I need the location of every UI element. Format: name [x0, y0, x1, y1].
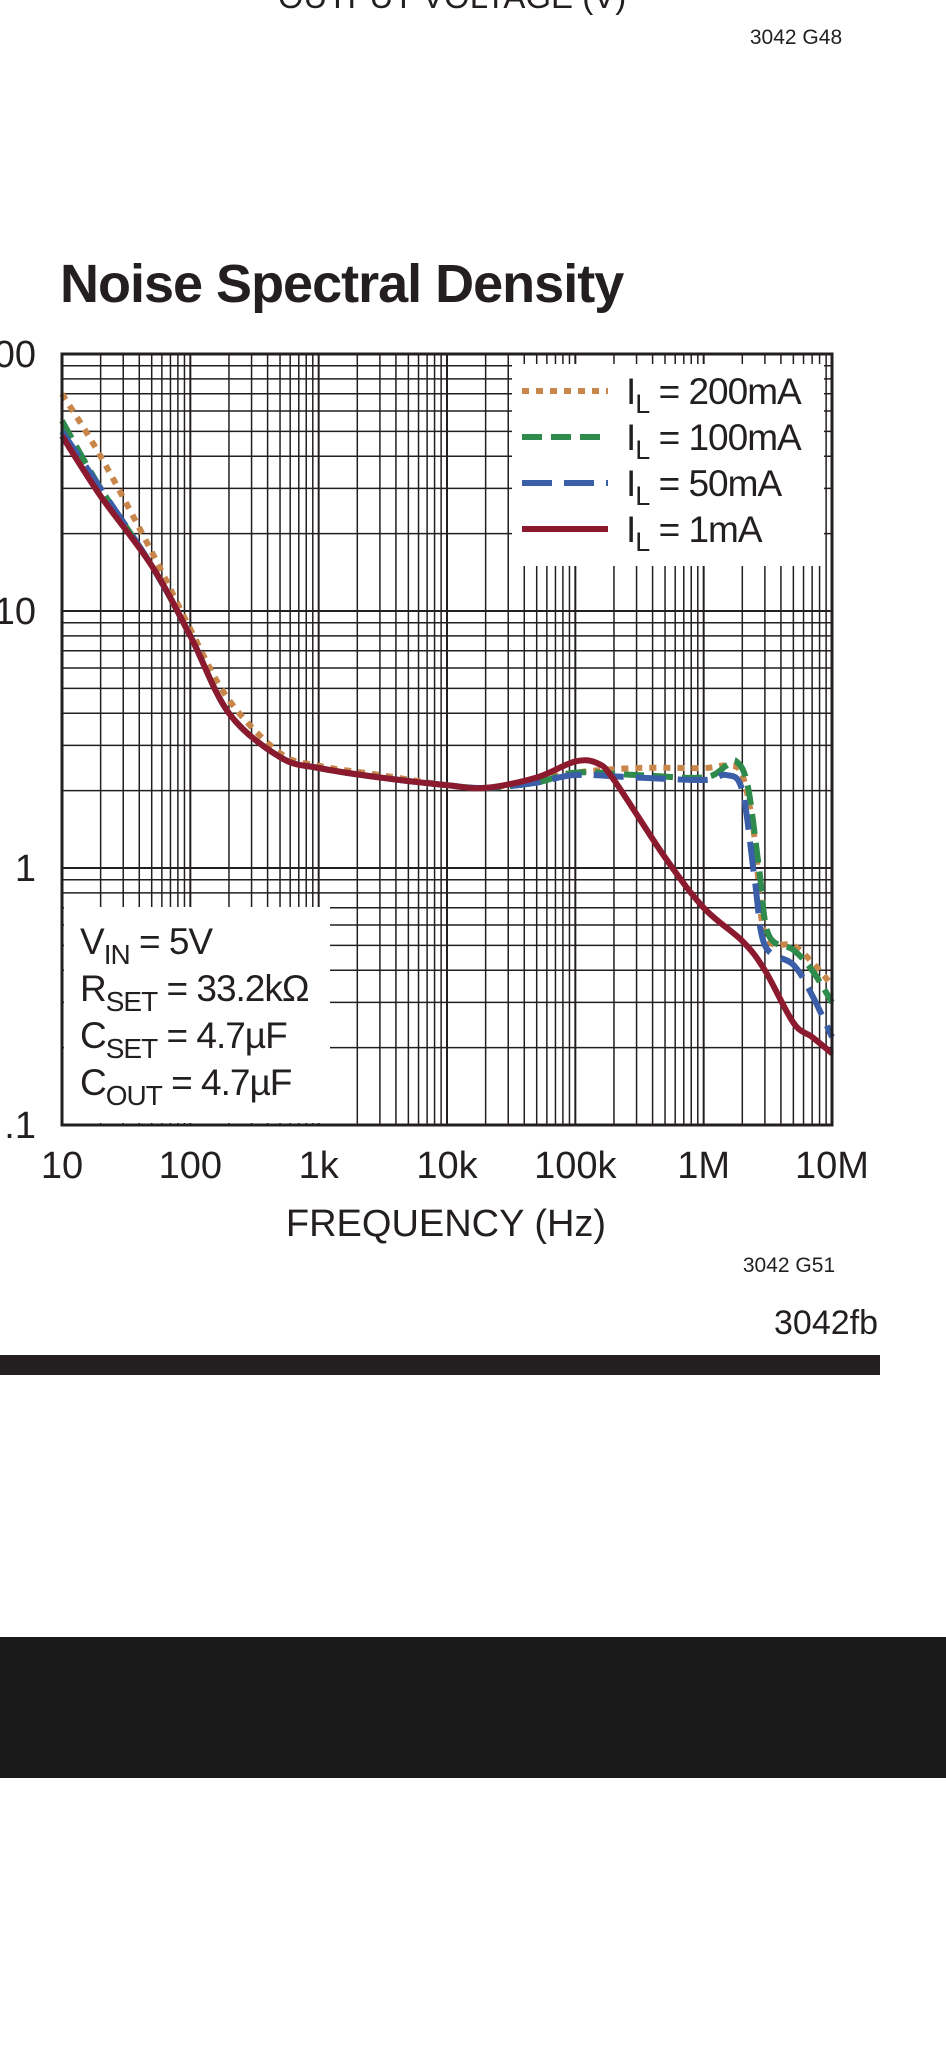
condition-line-4: COUT = 4.7µF [80, 1062, 292, 1111]
legend-background [512, 364, 824, 566]
legend-label-2: IL = 100mA [626, 417, 802, 465]
x-tick-label: 100 [159, 1145, 222, 1187]
x-tick-label: 10k [416, 1145, 478, 1187]
series-line-4 [59, 434, 834, 1056]
legend-label-4: IL = 1mA [626, 509, 763, 557]
y-tick-label: 00 [0, 334, 36, 376]
series-line-3 [59, 429, 835, 1039]
previous-chart-figure-code: 3042 G48 [750, 26, 842, 49]
condition-line-3: CSET = 4.7µF [80, 1015, 287, 1064]
chart-title: Noise Spectral Density [60, 254, 624, 314]
x-axis-label: FREQUENCY (Hz) [286, 1203, 606, 1245]
y-tick-label: .1 [4, 1105, 36, 1147]
plot-series [59, 392, 835, 1056]
figure-code: 3042 G51 [743, 1254, 835, 1277]
axis-ticks: 10 100 1k 10k 100k 1M 10M .1 1 10 00 [0, 334, 869, 1187]
footer-rule [0, 1355, 880, 1375]
legend-label-3: IL = 50mA [626, 463, 782, 511]
x-tick-label: 1M [677, 1145, 730, 1187]
plot-frame [60, 352, 834, 1127]
x-tick-label: 10M [795, 1145, 869, 1187]
condition-line-2: RSET = 33.2kΩ [80, 968, 309, 1017]
y-tick-label: 1 [15, 848, 36, 890]
x-tick-label: 10 [41, 1145, 83, 1187]
previous-chart-x-axis-label: OUTPUT VOLTAGE (V) [278, 0, 626, 15]
condition-line-1: VIN = 5V [80, 921, 213, 970]
page-code: 3042fb [774, 1304, 878, 1342]
conditions-background [64, 907, 330, 1123]
x-tick-label: 100k [534, 1145, 617, 1187]
x-tick-label: 1k [299, 1145, 340, 1187]
dark-band [0, 1637, 946, 1778]
legend-label-1: IL = 200mA [626, 371, 802, 419]
y-tick-label: 10 [0, 591, 36, 633]
